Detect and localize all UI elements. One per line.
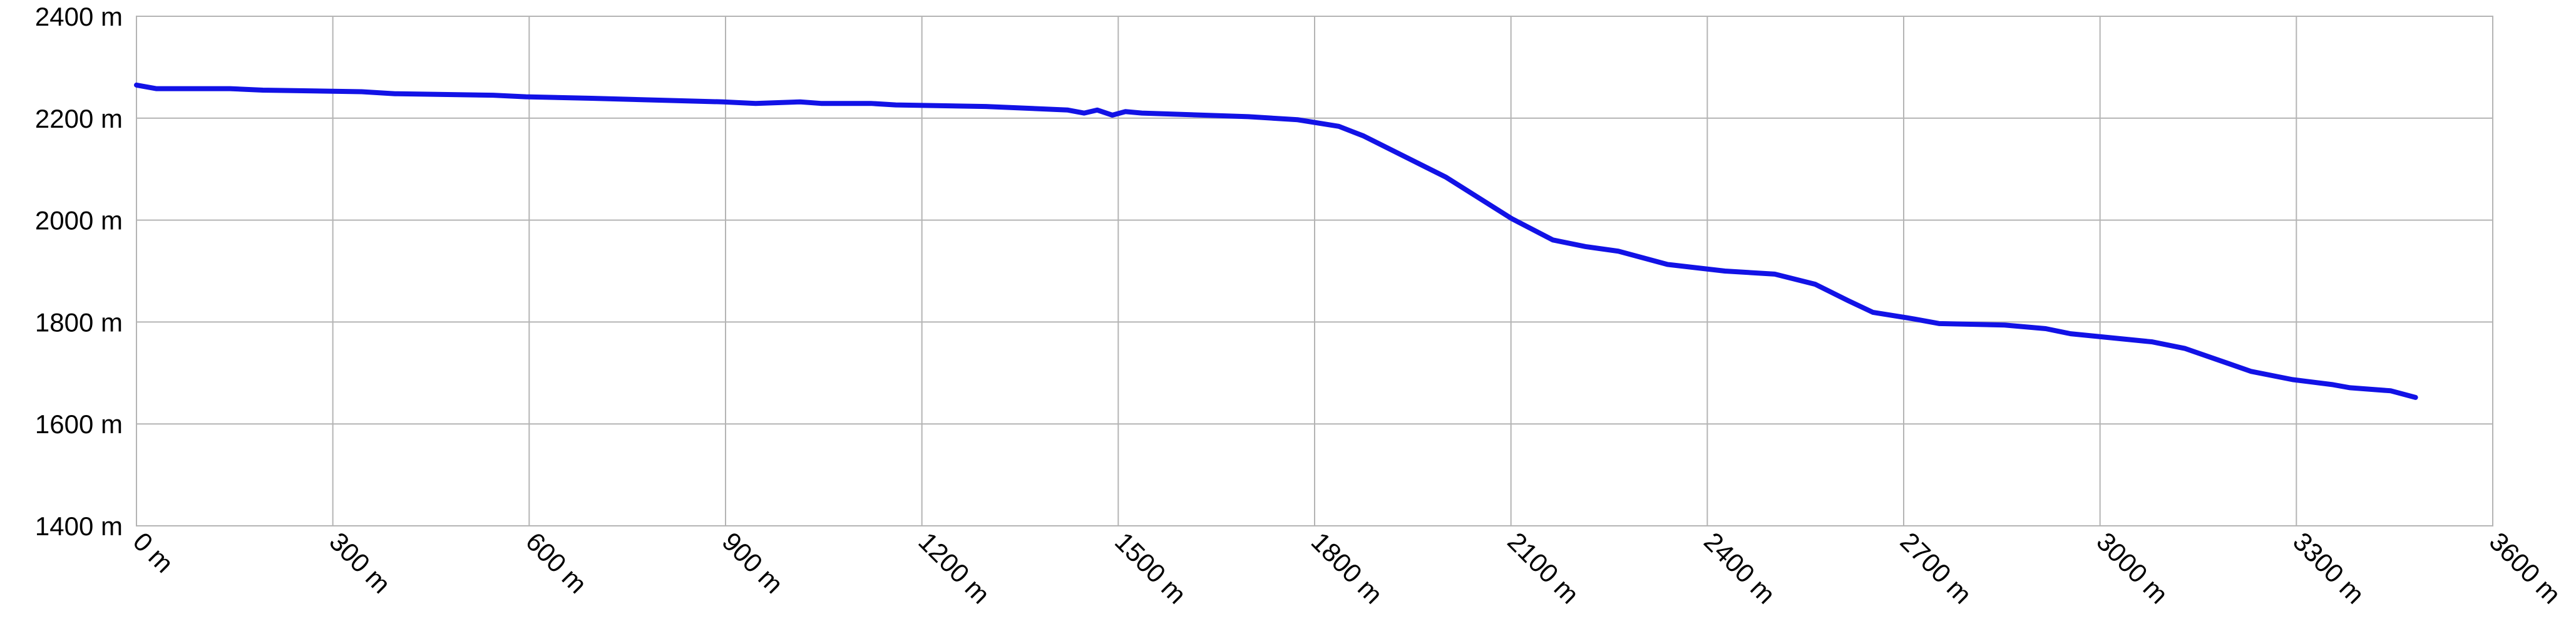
x-tick-label: 2100 m [1502, 526, 1584, 609]
elevation-line [134, 82, 2418, 400]
x-tick-label: 300 m [324, 526, 396, 599]
y-tick-label: 2400 m [35, 2, 123, 31]
x-tick-label: 1500 m [1109, 526, 1192, 609]
y-tick-label: 1800 m [35, 307, 123, 337]
x-tick-label: 1200 m [913, 526, 995, 609]
y-tick-label: 1400 m [35, 511, 123, 541]
x-tick-label: 1800 m [1306, 526, 1388, 609]
x-tick-label: 600 m [520, 526, 593, 599]
x-tick-label: 2400 m [1698, 526, 1781, 609]
x-tick-label: 2700 m [1895, 526, 1978, 609]
x-tick-label: 3300 m [2287, 526, 2370, 609]
y-tick-label: 2200 m [35, 104, 123, 133]
x-tick-label: 900 m [717, 526, 789, 599]
x-tick-label: 3000 m [2091, 526, 2173, 609]
x-tick-label: 3600 m [2484, 526, 2567, 609]
y-tick-label: 2000 m [35, 206, 123, 235]
x-tick-label: 0 m [128, 526, 180, 578]
y-tick-label: 1600 m [35, 409, 123, 439]
